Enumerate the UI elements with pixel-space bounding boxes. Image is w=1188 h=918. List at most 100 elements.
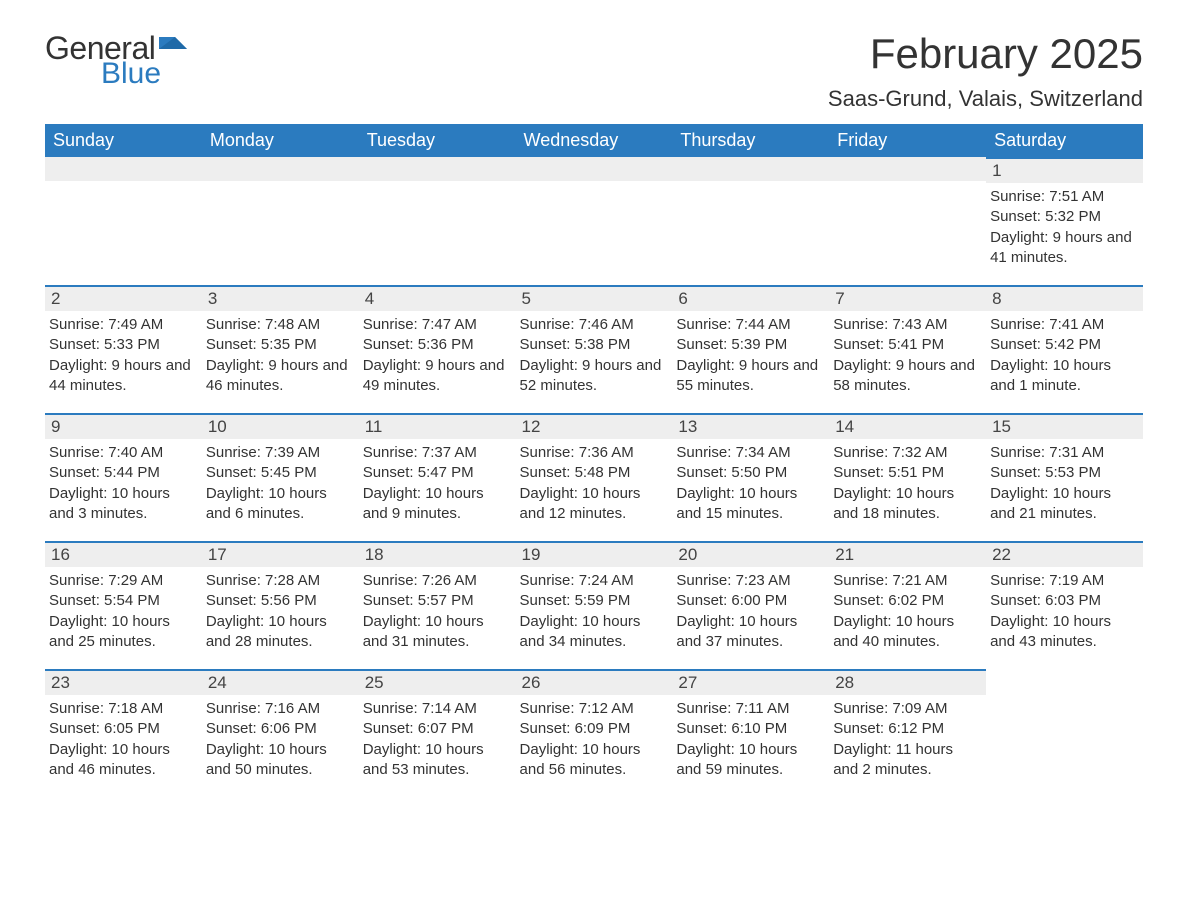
sunrise-line: Sunrise: 7:37 AM bbox=[363, 443, 512, 463]
day-cell: 11 Sunrise: 7:37 AMSunset: 5:47 PMDayligh… bbox=[359, 413, 516, 541]
daylight-line: Daylight: 10 hours and 6 minutes. bbox=[206, 484, 355, 525]
sunset-line: Sunset: 5:42 PM bbox=[990, 335, 1139, 355]
day-number: 17 bbox=[202, 541, 359, 567]
daylight-line: Daylight: 10 hours and 46 minutes. bbox=[49, 740, 198, 781]
daylight-line: Daylight: 10 hours and 43 minutes. bbox=[990, 612, 1139, 653]
day-number bbox=[986, 669, 1143, 693]
sunset-line: Sunset: 5:56 PM bbox=[206, 591, 355, 611]
day-number bbox=[202, 157, 359, 181]
day-details: Sunrise: 7:26 AMSunset: 5:57 PMDaylight:… bbox=[359, 567, 516, 662]
day-details: Sunrise: 7:18 AMSunset: 6:05 PMDaylight:… bbox=[45, 695, 202, 790]
daylight-line: Daylight: 10 hours and 18 minutes. bbox=[833, 484, 982, 525]
sunrise-line: Sunrise: 7:34 AM bbox=[676, 443, 825, 463]
sunset-line: Sunset: 5:38 PM bbox=[520, 335, 669, 355]
daylight-line: Daylight: 10 hours and 12 minutes. bbox=[520, 484, 669, 525]
day-details: Sunrise: 7:23 AMSunset: 6:00 PMDaylight:… bbox=[672, 567, 829, 662]
header: General Blue February 2025 Saas-Grund, V… bbox=[45, 30, 1143, 112]
day-cell: 20Sunrise: 7:23 AMSunset: 6:00 PMDayligh… bbox=[672, 541, 829, 669]
daylight-line: Daylight: 9 hours and 55 minutes. bbox=[676, 356, 825, 397]
day-number bbox=[672, 157, 829, 181]
sunrise-line: Sunrise: 7:43 AM bbox=[833, 315, 982, 335]
day-cell bbox=[45, 157, 202, 285]
page-title: February 2025 bbox=[828, 30, 1143, 78]
day-number: 11 bbox=[359, 413, 516, 439]
daylight-line: Daylight: 10 hours and 59 minutes. bbox=[676, 740, 825, 781]
day-number: 16 bbox=[45, 541, 202, 567]
day-details: Sunrise: 7:47 AMSunset: 5:36 PMDaylight:… bbox=[359, 311, 516, 406]
day-cell: 16Sunrise: 7:29 AMSunset: 5:54 PMDayligh… bbox=[45, 541, 202, 669]
day-details: Sunrise: 7:46 AMSunset: 5:38 PMDaylight:… bbox=[516, 311, 673, 406]
daylight-line: Daylight: 10 hours and 53 minutes. bbox=[363, 740, 512, 781]
sunset-line: Sunset: 5:36 PM bbox=[363, 335, 512, 355]
sunset-line: Sunset: 6:05 PM bbox=[49, 719, 198, 739]
sunrise-line: Sunrise: 7:44 AM bbox=[676, 315, 825, 335]
sunrise-line: Sunrise: 7:32 AM bbox=[833, 443, 982, 463]
daylight-line: Daylight: 10 hours and 25 minutes. bbox=[49, 612, 198, 653]
weekday-header: Sunday bbox=[45, 124, 202, 157]
day-number: 23 bbox=[45, 669, 202, 695]
day-cell: 9Sunrise: 7:40 AMSunset: 5:44 PMDaylight… bbox=[45, 413, 202, 541]
sunrise-line: Sunrise: 7:39 AM bbox=[206, 443, 355, 463]
day-cell: 18Sunrise: 7:26 AMSunset: 5:57 PMDayligh… bbox=[359, 541, 516, 669]
day-details: Sunrise: 7:48 AMSunset: 5:35 PMDaylight:… bbox=[202, 311, 359, 406]
sunset-line: Sunset: 6:06 PM bbox=[206, 719, 355, 739]
calendar-body: 1Sunrise: 7:51 AMSunset: 5:32 PMDaylight… bbox=[45, 157, 1143, 797]
day-cell: 28Sunrise: 7:09 AMSunset: 6:12 PMDayligh… bbox=[829, 669, 986, 797]
day-number: 26 bbox=[516, 669, 673, 695]
day-details: Sunrise: 7:11 AMSunset: 6:10 PMDaylight:… bbox=[672, 695, 829, 790]
day-number bbox=[829, 157, 986, 181]
sunset-line: Sunset: 6:12 PM bbox=[833, 719, 982, 739]
day-number: 27 bbox=[672, 669, 829, 695]
day-number: 10 bbox=[202, 413, 359, 439]
day-cell bbox=[672, 157, 829, 285]
daylight-line: Daylight: 10 hours and 50 minutes. bbox=[206, 740, 355, 781]
day-number: 15 bbox=[986, 413, 1143, 439]
daylight-line: Daylight: 9 hours and 44 minutes. bbox=[49, 356, 198, 397]
weekday-header: Wednesday bbox=[516, 124, 673, 157]
sunset-line: Sunset: 5:53 PM bbox=[990, 463, 1139, 483]
day-number: 14 bbox=[829, 413, 986, 439]
day-details: Sunrise: 7:36 AMSunset: 5:48 PMDaylight:… bbox=[516, 439, 673, 534]
daylight-line: Daylight: 10 hours and 21 minutes. bbox=[990, 484, 1139, 525]
logo: General Blue bbox=[45, 30, 187, 91]
sunrise-line: Sunrise: 7:41 AM bbox=[990, 315, 1139, 335]
day-cell bbox=[202, 157, 359, 285]
day-number bbox=[359, 157, 516, 181]
daylight-line: Daylight: 10 hours and 9 minutes. bbox=[363, 484, 512, 525]
weekday-header: Monday bbox=[202, 124, 359, 157]
calendar-table: Sunday Monday Tuesday Wednesday Thursday… bbox=[45, 124, 1143, 797]
sunrise-line: Sunrise: 7:28 AM bbox=[206, 571, 355, 591]
day-cell: 15Sunrise: 7:31 AMSunset: 5:53 PMDayligh… bbox=[986, 413, 1143, 541]
sunset-line: Sunset: 6:00 PM bbox=[676, 591, 825, 611]
day-cell: 13Sunrise: 7:34 AMSunset: 5:50 PMDayligh… bbox=[672, 413, 829, 541]
sunrise-line: Sunrise: 7:18 AM bbox=[49, 699, 198, 719]
day-details: Sunrise: 7:49 AMSunset: 5:33 PMDaylight:… bbox=[45, 311, 202, 406]
day-cell: 8Sunrise: 7:41 AMSunset: 5:42 PMDaylight… bbox=[986, 285, 1143, 413]
day-cell: 26Sunrise: 7:12 AMSunset: 6:09 PMDayligh… bbox=[516, 669, 673, 797]
weekday-header: Saturday bbox=[986, 124, 1143, 157]
daylight-line: Daylight: 9 hours and 46 minutes. bbox=[206, 356, 355, 397]
day-number bbox=[45, 157, 202, 181]
title-block: February 2025 Saas-Grund, Valais, Switze… bbox=[828, 30, 1143, 112]
daylight-line: Daylight: 10 hours and 3 minutes. bbox=[49, 484, 198, 525]
day-details bbox=[45, 181, 202, 195]
day-details: Sunrise: 7:21 AMSunset: 6:02 PMDaylight:… bbox=[829, 567, 986, 662]
day-cell: 17Sunrise: 7:28 AMSunset: 5:56 PMDayligh… bbox=[202, 541, 359, 669]
day-number: 7 bbox=[829, 285, 986, 311]
sunrise-line: Sunrise: 7:48 AM bbox=[206, 315, 355, 335]
logo-text-blue: Blue bbox=[101, 57, 161, 91]
day-number: 20 bbox=[672, 541, 829, 567]
location: Saas-Grund, Valais, Switzerland bbox=[828, 86, 1143, 112]
day-cell: 27Sunrise: 7:11 AMSunset: 6:10 PMDayligh… bbox=[672, 669, 829, 797]
sunset-line: Sunset: 6:02 PM bbox=[833, 591, 982, 611]
sunset-line: Sunset: 6:10 PM bbox=[676, 719, 825, 739]
day-cell: 23Sunrise: 7:18 AMSunset: 6:05 PMDayligh… bbox=[45, 669, 202, 797]
sunrise-line: Sunrise: 7:47 AM bbox=[363, 315, 512, 335]
daylight-line: Daylight: 10 hours and 40 minutes. bbox=[833, 612, 982, 653]
day-number: 6 bbox=[672, 285, 829, 311]
sunset-line: Sunset: 5:47 PM bbox=[363, 463, 512, 483]
sunset-line: Sunset: 5:41 PM bbox=[833, 335, 982, 355]
day-cell: 5Sunrise: 7:46 AMSunset: 5:38 PMDaylight… bbox=[516, 285, 673, 413]
day-number: 5 bbox=[516, 285, 673, 311]
day-number: 13 bbox=[672, 413, 829, 439]
